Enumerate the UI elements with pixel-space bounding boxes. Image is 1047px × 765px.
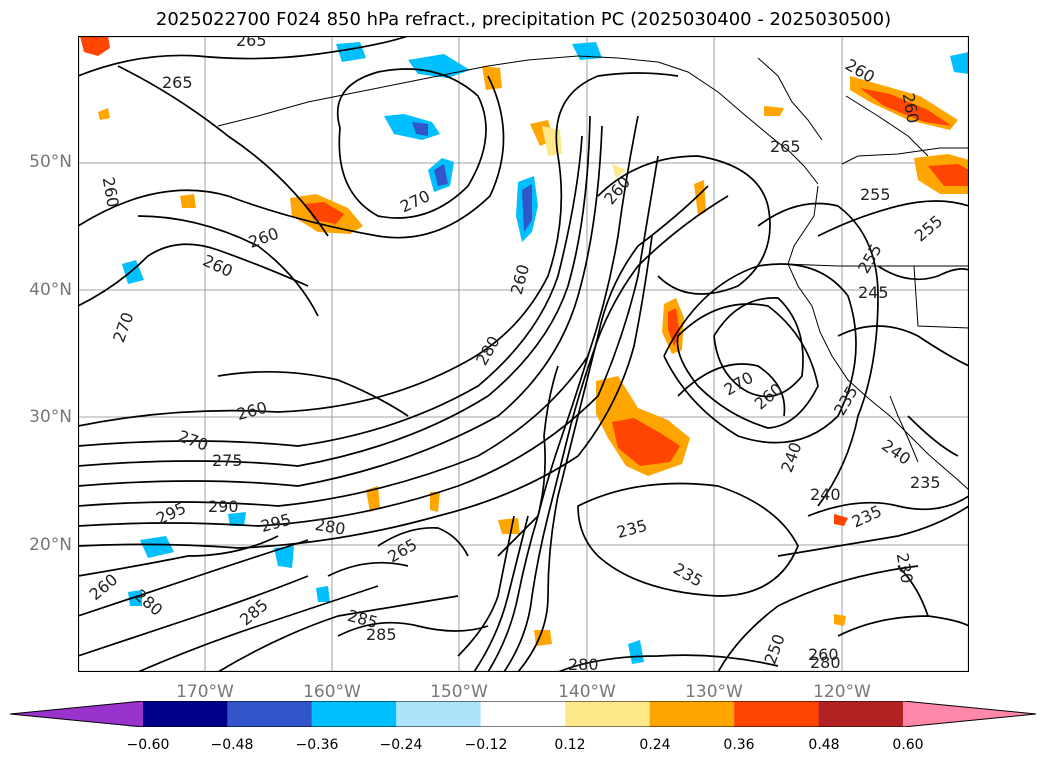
colorbar (10, 701, 1037, 727)
contour-label: 260 (600, 173, 634, 209)
colorbar-segment (143, 701, 228, 727)
contour-label: 235 (615, 516, 649, 542)
lon-label: 140°W (558, 682, 616, 702)
contour-label: 265 (162, 73, 193, 92)
coastlines (217, 55, 969, 491)
contour-label: 260 (507, 262, 533, 296)
contour-label: 270 (109, 310, 137, 345)
colorbar-tick: −0.48 (210, 737, 254, 753)
map-panel[interactable]: 265 265 260 270 260 260 270 260 260 260 … (77, 35, 970, 673)
colorbar-tick: −0.36 (295, 737, 339, 753)
colorbar-segment (903, 701, 1036, 727)
colorbar-tick: 0.12 (554, 737, 586, 753)
lon-label: 170°W (176, 682, 234, 702)
colorbar-tick: 0.36 (723, 737, 755, 753)
colorbar-tick: 0.60 (892, 737, 924, 753)
lon-label: 150°W (430, 682, 488, 702)
colorbar-tick: −0.12 (464, 737, 508, 753)
colorbar-segment (818, 701, 903, 727)
contour-label: 275 (212, 451, 243, 470)
contour-label: 260 (86, 570, 122, 604)
colorbar-segment (227, 701, 312, 727)
contour-label: 235 (670, 559, 706, 591)
refractivity-contours (78, 36, 969, 672)
contour-label: 230 (893, 552, 917, 585)
contour-label: 285 (366, 625, 397, 644)
contour-label: 280 (568, 655, 599, 672)
contour-label: 290 (208, 497, 239, 516)
contour-labels: 265 265 260 270 260 260 270 260 260 260 … (86, 36, 947, 672)
map-canvas[interactable]: 265 265 260 270 260 260 270 260 260 260 … (77, 35, 970, 673)
lat-label: 50°N (29, 152, 72, 172)
contour-label: 295 (259, 510, 293, 536)
lon-label: 130°W (685, 682, 743, 702)
map-border (77, 35, 970, 673)
contour-label: 245 (858, 283, 889, 302)
colorbar-tick: −0.60 (126, 737, 170, 753)
contour-label: 260 (246, 224, 281, 252)
lat-label: 40°N (29, 280, 72, 300)
contour-label: 255 (911, 211, 947, 245)
colorbar-segment (396, 701, 481, 727)
colorbar-tick: −0.24 (379, 737, 423, 753)
colorbar-segment (311, 701, 397, 727)
contour-label: 280 (131, 586, 167, 620)
contour-label: 255 (854, 241, 886, 277)
colorbar-tick: 0.48 (808, 737, 840, 753)
lon-label: 160°W (303, 682, 361, 702)
map-title: 2025022700 F024 850 hPa refract., precip… (155, 9, 892, 30)
colorbar-segment (10, 701, 143, 727)
contour-label: 240 (777, 440, 805, 475)
contour-label: 280 (810, 653, 841, 672)
contour-label: 270 (397, 186, 433, 216)
contour-label: 265 (770, 137, 801, 156)
colorbar-segment (565, 701, 650, 727)
contour-label: 260 (99, 176, 123, 209)
contour-label: 255 (860, 185, 891, 204)
contour-label: 270 (176, 426, 211, 454)
contour-label: 235 (849, 501, 885, 531)
contour-label: 235 (910, 473, 941, 492)
contour-label: 250 (760, 632, 788, 667)
lat-label: 30°N (29, 407, 72, 427)
contour-label: 240 (810, 485, 841, 504)
contour-label: 260 (899, 92, 923, 125)
contour-label: 260 (808, 645, 839, 664)
contour-label: 265 (236, 36, 267, 50)
lat-label: 20°N (29, 535, 72, 555)
colorbar-segment (480, 701, 566, 727)
contour-label: 260 (235, 398, 269, 424)
graticule (78, 36, 969, 672)
colorbar-segment (649, 701, 735, 727)
precipitation-shading (80, 36, 969, 664)
colorbar-segment (734, 701, 819, 727)
colorbar-tick: 0.24 (639, 737, 671, 753)
contour-label: 280 (314, 515, 347, 539)
lon-label: 120°W (813, 682, 871, 702)
